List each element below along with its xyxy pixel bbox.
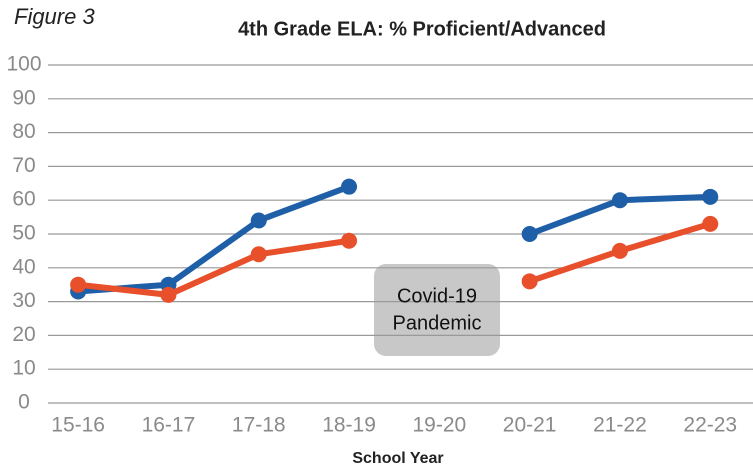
y-tick-label: 0 (18, 391, 30, 414)
x-axis-label: School Year (352, 450, 443, 467)
x-tick-label: 19-20 (412, 414, 466, 437)
point (702, 188, 719, 205)
x-tick-label: 16-17 (142, 414, 196, 437)
y-tick-label: 30 (12, 289, 35, 312)
x-tick-label: 20-21 (503, 414, 557, 437)
annotation-text: Pandemic (393, 312, 482, 334)
y-tick-label: 50 (12, 222, 35, 245)
point (341, 178, 358, 195)
point (341, 232, 358, 249)
annotation-text: Covid-19 (397, 285, 477, 307)
point (250, 212, 267, 229)
point (521, 273, 538, 290)
chart-title: 4th Grade ELA: % Proficient/Advanced (238, 18, 606, 40)
x-tick-label: 18-19 (322, 414, 376, 437)
y-tick-label: 100 (6, 53, 41, 76)
x-tick-label: 17-18 (232, 414, 286, 437)
x-tick-label: 21-22 (593, 414, 647, 437)
y-tick-label: 10 (12, 357, 35, 380)
point (521, 226, 538, 242)
annotation-box (374, 264, 500, 356)
point (160, 286, 177, 303)
x-tick-label: 15-16 (51, 414, 105, 437)
y-tick-label: 40 (12, 255, 35, 278)
point (70, 276, 87, 293)
y-tick-label: 60 (12, 188, 35, 211)
x-tick-label: 22-23 (683, 414, 737, 437)
y-tick-label: 80 (12, 120, 35, 143)
point (250, 246, 267, 263)
y-tick-label: 20 (12, 323, 35, 346)
y-tick-label: 70 (12, 154, 35, 177)
point (611, 242, 628, 259)
point (611, 192, 628, 209)
point (702, 215, 719, 232)
figure-label: Figure 3 (14, 4, 95, 29)
y-tick-label: 90 (12, 86, 35, 109)
